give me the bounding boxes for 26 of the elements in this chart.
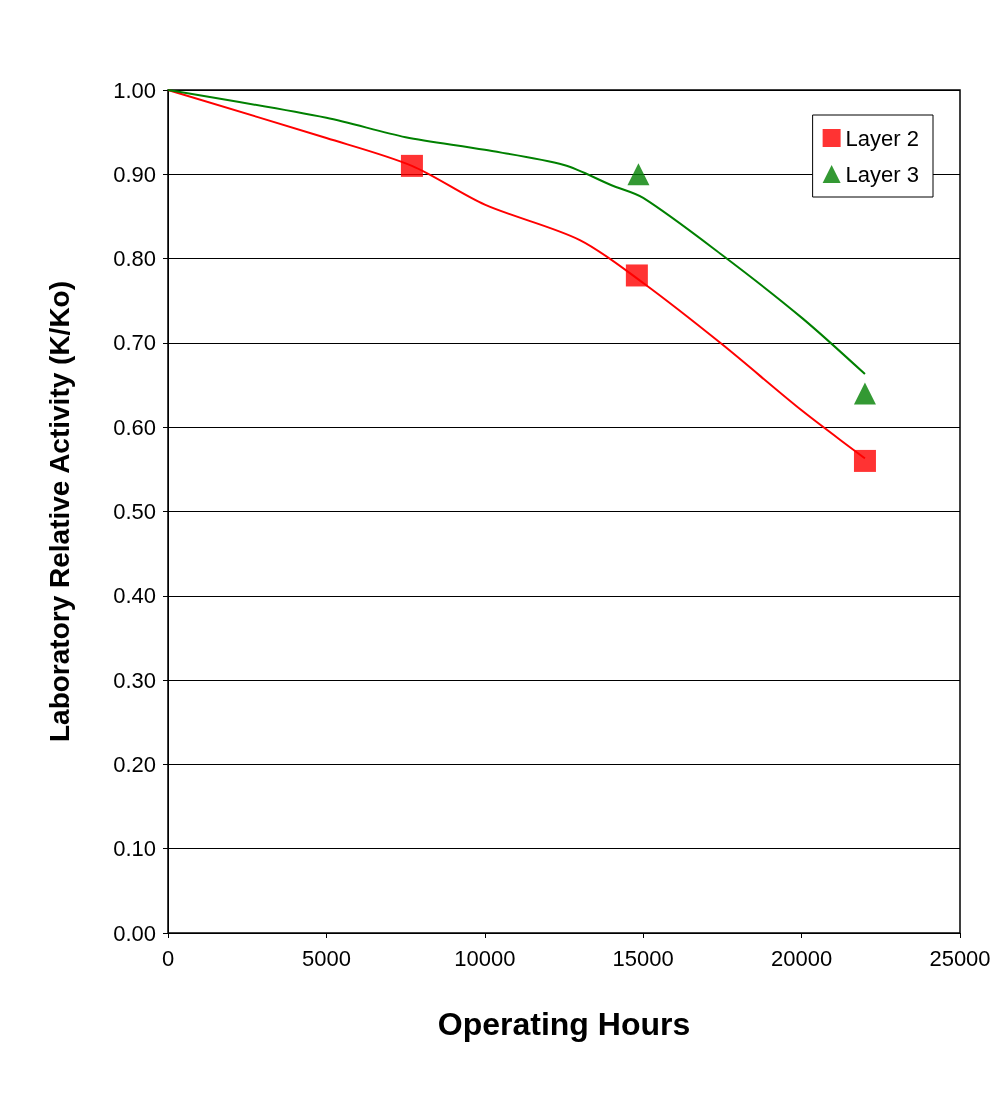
y-tick-label: 0.00 xyxy=(113,920,156,946)
y-tick-label: 0.20 xyxy=(113,751,156,777)
x-axis-title: Operating Hours xyxy=(437,1006,691,1042)
x-tick-label: 5000 xyxy=(301,945,351,971)
point xyxy=(400,154,423,177)
y-tick-label: 1.00 xyxy=(113,77,156,103)
y-tick-label: 0.90 xyxy=(113,161,156,187)
y-tick-label: 0.60 xyxy=(113,414,156,440)
y-axis-title: Laboratory Relative Activity (K/Ko) xyxy=(43,280,75,743)
point xyxy=(627,163,650,186)
y-tick-label: 0.50 xyxy=(113,499,156,524)
y-tick-label: 0.10 xyxy=(113,836,156,862)
x-tick-label: 25000 xyxy=(929,945,991,971)
y-tick-label: 0.30 xyxy=(113,667,156,693)
x-tick-label: 10000 xyxy=(454,945,516,971)
point xyxy=(625,264,648,287)
x-tick-label: 0 xyxy=(161,945,175,971)
legend-label: Layer 3 xyxy=(845,161,920,187)
point xyxy=(853,449,876,472)
x-tick-label: 20000 xyxy=(771,945,833,971)
x-tick-label: 15000 xyxy=(612,945,674,971)
y-tick-label: 0.70 xyxy=(113,330,156,356)
y-tick-label: 0.80 xyxy=(113,246,156,272)
point xyxy=(853,382,876,405)
y-tick-label: 0.40 xyxy=(113,583,156,609)
legend-label: Layer 2 xyxy=(845,125,920,151)
